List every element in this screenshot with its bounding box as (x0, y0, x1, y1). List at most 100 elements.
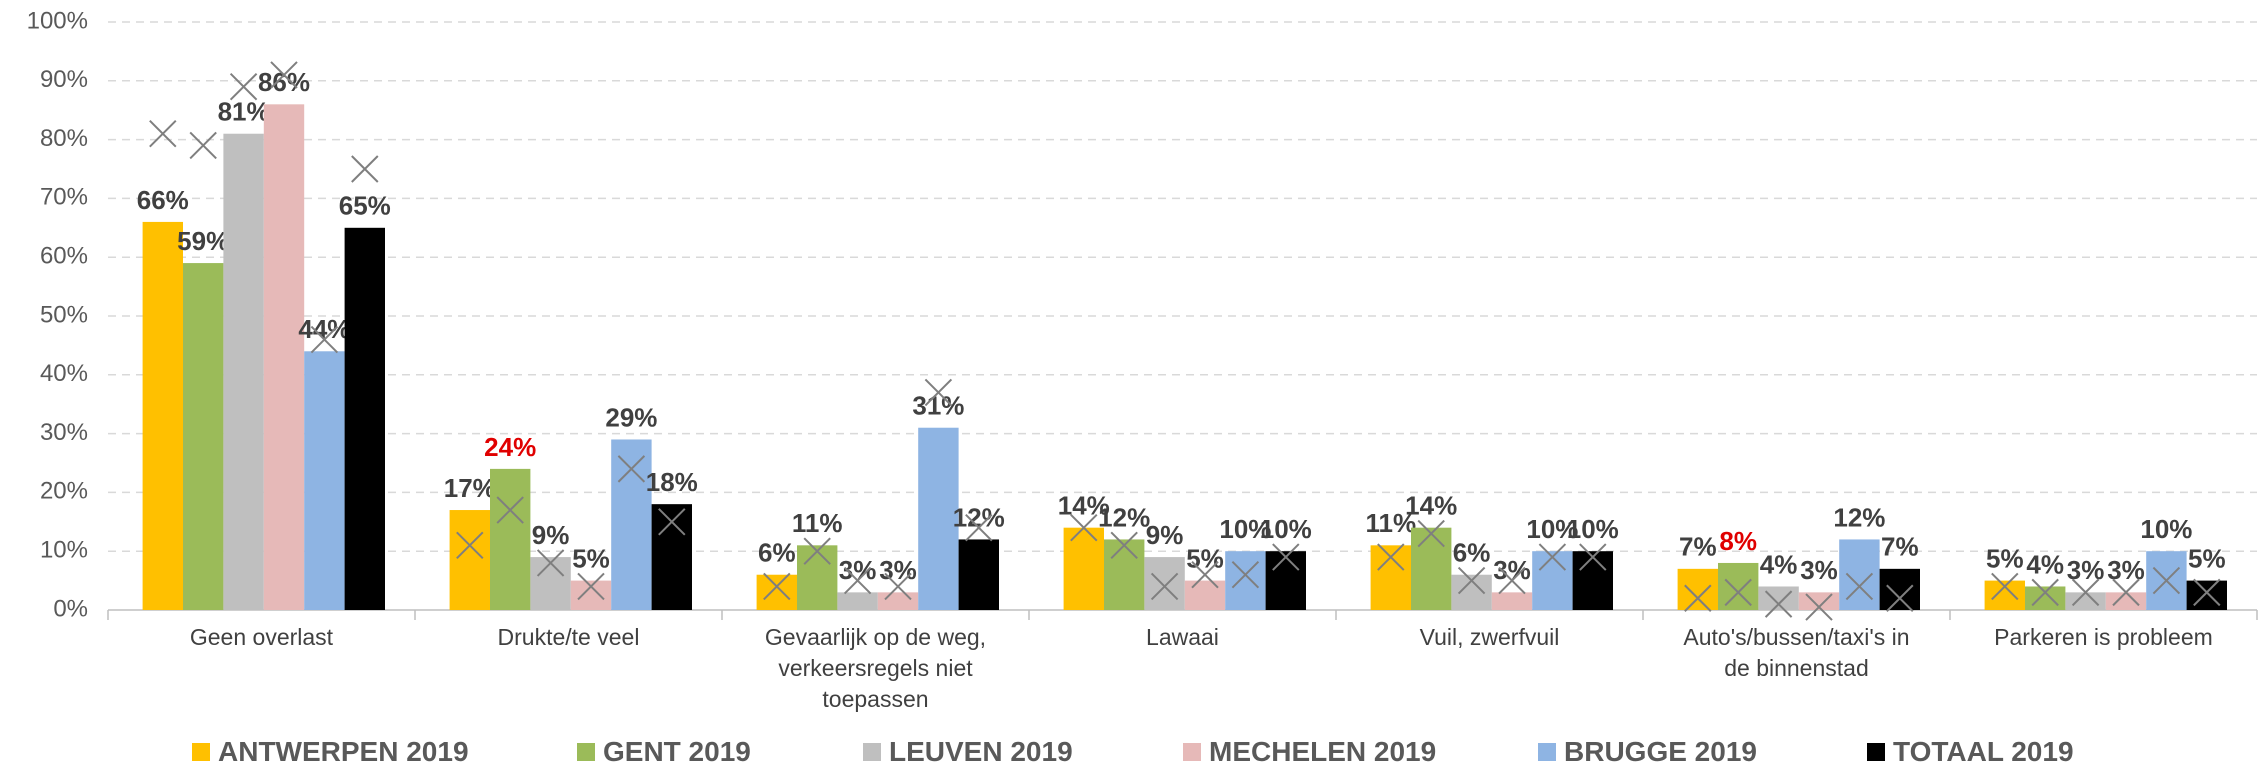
bar (1063, 527, 1104, 610)
data-label: 9% (532, 520, 570, 550)
marker (1457, 566, 1486, 595)
bar (1879, 568, 1920, 610)
y-tick-label: 60% (40, 243, 88, 270)
data-label: 10% (1260, 514, 1312, 544)
bar (1225, 551, 1266, 610)
marker (617, 455, 646, 483)
data-label: 10% (1567, 514, 1619, 544)
data-label: 9% (1146, 520, 1184, 550)
data-label: 11% (792, 508, 843, 538)
data-label: 10% (2140, 514, 2192, 544)
marker (1231, 561, 1260, 589)
bar (958, 539, 999, 610)
data-label: 5% (2188, 543, 2226, 573)
x-tick-label: Lawaai (1146, 624, 1219, 650)
bar (449, 510, 490, 610)
bar (142, 221, 183, 611)
bar (1984, 580, 2025, 610)
bar (918, 427, 959, 610)
data-label: 31% (912, 391, 964, 421)
legend-swatch (1538, 743, 1556, 761)
data-label: 86% (258, 67, 310, 97)
marker (351, 155, 379, 183)
legend-swatch (192, 743, 210, 761)
data-label: 12% (1833, 502, 1885, 532)
marker (2152, 566, 2181, 595)
marker (2112, 578, 2140, 607)
legend-item: BRUGGE 2019 (1538, 734, 1757, 767)
bar (304, 351, 345, 610)
legend-item: GENT 2019 (577, 734, 751, 767)
legend-swatch (1867, 743, 1885, 761)
marker (1886, 584, 1914, 612)
data-label: 65% (339, 191, 391, 221)
data-label: 29% (605, 402, 657, 432)
data-label: 24% (484, 432, 536, 462)
data-label: 10% (1526, 514, 1578, 544)
legend-item: LEUVEN 2019 (863, 734, 1073, 767)
bar (2065, 592, 2106, 610)
x-tick-label: Parkeren is probleem (1994, 624, 2213, 650)
bar (223, 133, 264, 610)
marker (1684, 584, 1712, 612)
y-tick-label: 20% (40, 478, 88, 505)
marker (803, 537, 831, 565)
bar (183, 263, 224, 610)
marker (270, 61, 298, 89)
data-label: 14% (1405, 491, 1457, 521)
marker (1272, 543, 1300, 571)
bar (344, 227, 385, 611)
marker (229, 72, 258, 101)
marker (1110, 531, 1138, 560)
bar (1104, 539, 1145, 610)
x-tick-label: Vuil, zwerfvuil (1419, 624, 1560, 650)
data-label: 3% (879, 555, 917, 585)
data-label: 4% (1760, 549, 1798, 579)
data-label: 59% (177, 226, 229, 256)
marker (149, 120, 177, 148)
marker (1377, 543, 1405, 571)
bar (2105, 592, 2147, 610)
data-label: 5% (1986, 543, 2024, 573)
legend-label: BRUGGE 2019 (1564, 736, 1757, 767)
legend-label: ANTWERPEN 2019 (218, 736, 469, 767)
marker (1538, 543, 1567, 571)
data-label: 10% (1219, 514, 1271, 544)
bar (1839, 539, 1880, 610)
legend-label: GENT 2019 (603, 736, 751, 767)
marker (884, 572, 912, 601)
bar (651, 504, 692, 610)
bar (490, 468, 531, 610)
marker (577, 572, 605, 601)
bar (1677, 568, 1718, 610)
bar (1184, 580, 1226, 610)
legend-swatch (1183, 743, 1201, 761)
legend-item: ANTWERPEN 2019 (192, 734, 469, 767)
marker (965, 513, 993, 542)
x-tick-label: Geen overlast (189, 624, 334, 650)
bar (1758, 586, 1799, 610)
marker (924, 378, 953, 407)
y-tick-label: 0% (53, 595, 88, 622)
marker (1805, 593, 1833, 621)
data-label: 6% (1453, 538, 1491, 568)
marker (2193, 578, 2221, 607)
marker (1724, 578, 1752, 607)
marker (1991, 572, 2019, 601)
bar (837, 592, 878, 610)
data-label: 7% (1679, 532, 1717, 562)
data-label: 3% (1800, 555, 1838, 585)
bar (1411, 527, 1452, 610)
data-label: 6% (758, 538, 796, 568)
legend-label: TOTAAL 2019 (1893, 736, 2074, 767)
y-tick-label: 30% (40, 419, 88, 446)
legend-swatch (863, 743, 881, 761)
marker (1498, 566, 1526, 595)
data-label: 3% (2107, 555, 2145, 585)
data-label: 5% (572, 543, 610, 573)
data-label: 3% (2067, 555, 2105, 585)
marker (763, 572, 791, 601)
bar (570, 580, 612, 610)
